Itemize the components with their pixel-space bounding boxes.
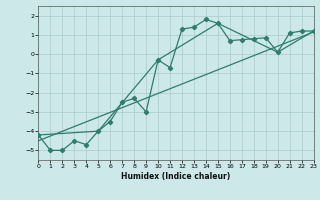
X-axis label: Humidex (Indice chaleur): Humidex (Indice chaleur) bbox=[121, 172, 231, 181]
